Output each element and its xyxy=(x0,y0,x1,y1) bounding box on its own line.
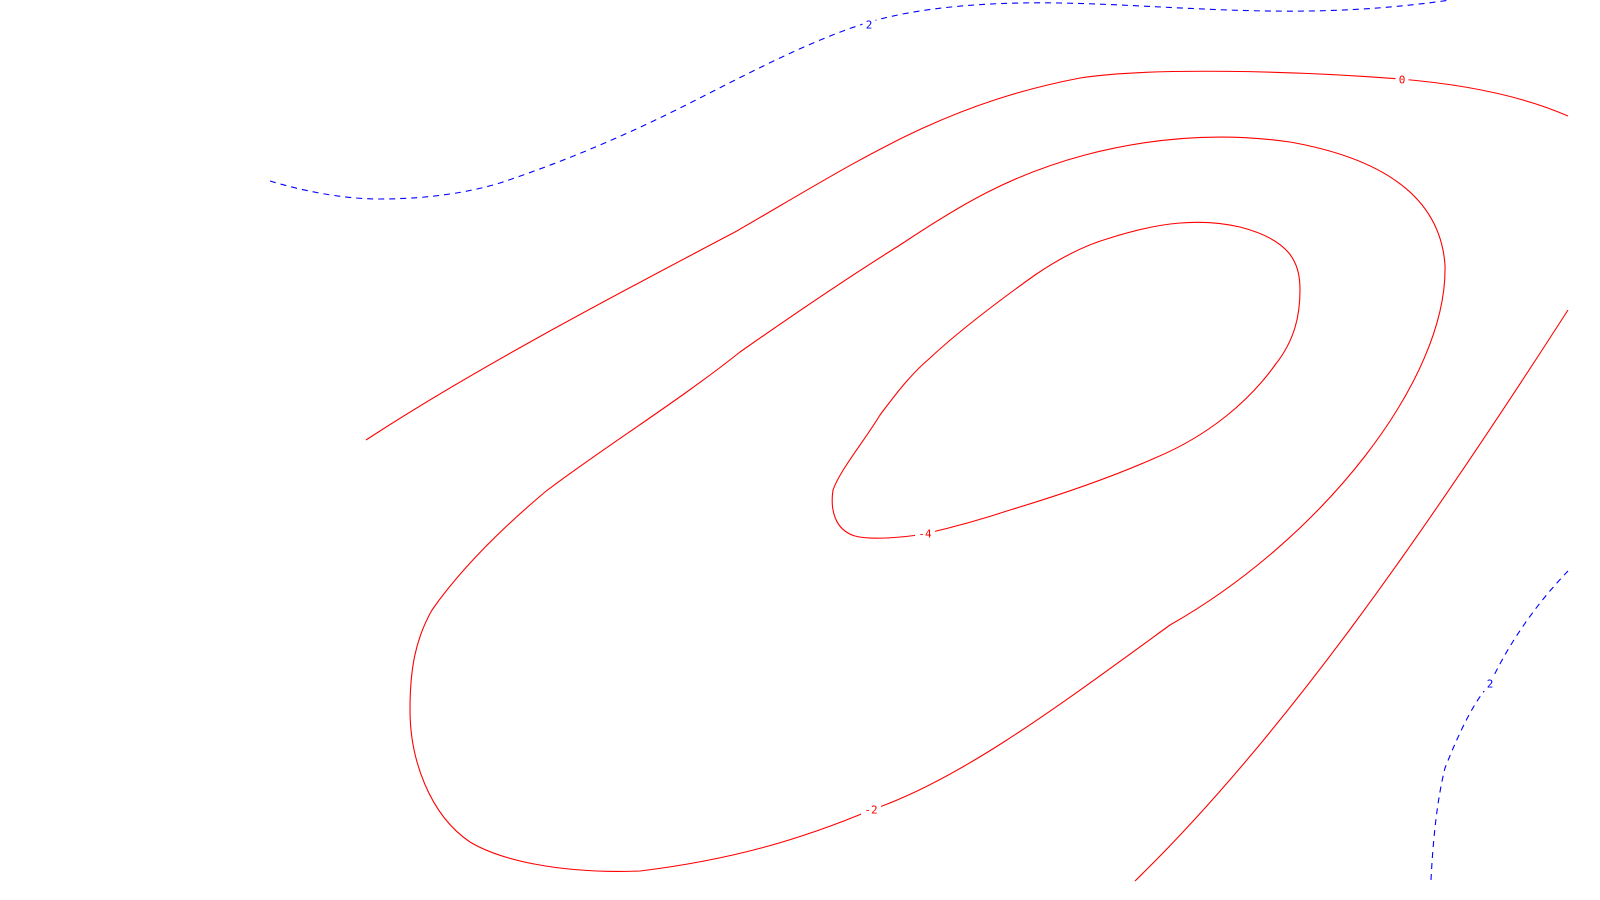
contour-label-gap-zero xyxy=(1395,73,1409,87)
contour-line-zero xyxy=(365,70,1569,441)
contour-label-inner-neg4: -4 xyxy=(918,528,932,541)
contour-label-gap-mid-neg2 xyxy=(861,803,881,817)
contour-label-bottom-2: 2 xyxy=(1487,678,1494,691)
contour-line-bottom-2 xyxy=(1430,570,1569,881)
contour-lines xyxy=(269,0,1569,882)
contour-label-mid-neg2: -2 xyxy=(864,804,877,817)
contour-label-gap-bottom-2 xyxy=(1483,677,1497,691)
contour-line-inner-neg4 xyxy=(831,221,1301,539)
contour-labels: 2 0 -2 -4 2 xyxy=(861,18,1497,817)
contour-label-top-2: 2 xyxy=(866,19,873,32)
contour-label-zero: 0 xyxy=(1399,74,1406,87)
contour-label-gap-inner-neg4 xyxy=(915,527,935,541)
contour-label-gap-top-2 xyxy=(862,18,876,32)
contour-line-mid-neg2 xyxy=(409,136,1569,882)
